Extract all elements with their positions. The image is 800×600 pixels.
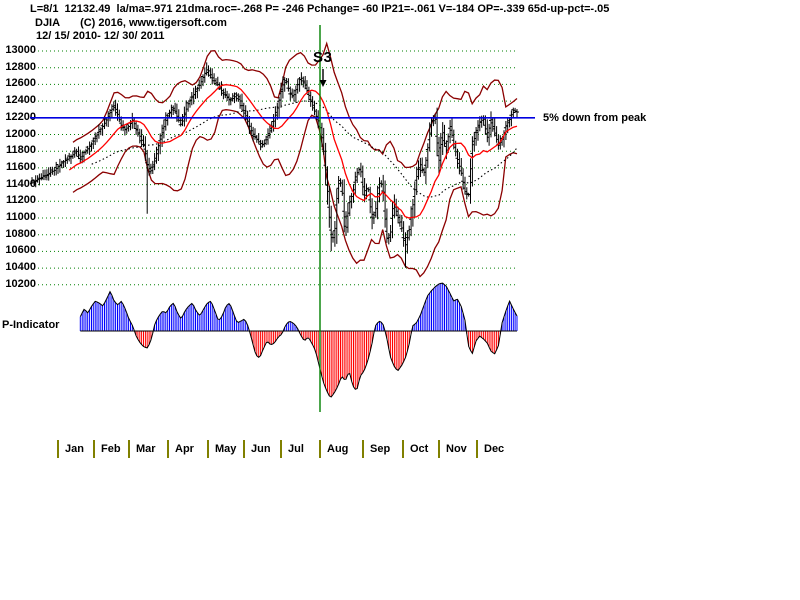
month-label-oct: Oct <box>410 443 429 455</box>
month-label-dec: Dec <box>484 443 505 455</box>
month-label-feb: Feb <box>101 443 121 455</box>
p-indicator-label: P-Indicator <box>2 319 60 331</box>
month-separator <box>402 440 404 458</box>
ma65-dotted-line <box>91 100 518 198</box>
y-axis-tick: 11000 <box>6 211 36 223</box>
month-separator <box>438 440 440 458</box>
month-label-jun: Jun <box>251 443 271 455</box>
copyright-label: (C) 2016, www.tigersoft.com <box>80 17 227 29</box>
y-axis-tick: 11600 <box>6 160 36 173</box>
month-label-mar: Mar <box>136 443 156 455</box>
month-separator <box>57 440 59 458</box>
y-axis-tick: 11400 <box>6 177 36 190</box>
p-indicator-negative-bars <box>135 331 501 397</box>
month-separator <box>319 440 321 458</box>
header-stats-line: L=8/1 12132.49 la/ma=.971 21dma.roc=-.26… <box>30 3 610 15</box>
month-separator <box>280 440 282 458</box>
month-separator <box>93 440 95 458</box>
month-separator <box>243 440 245 458</box>
month-separator <box>476 440 478 458</box>
p-indicator-positive-bars <box>79 283 518 331</box>
month-label-aug: Aug <box>327 443 349 455</box>
grid-lines <box>38 50 516 286</box>
signal-s3-label: S3 <box>313 49 333 66</box>
y-axis-tick: 12400 <box>5 94 36 107</box>
y-axis-tick: 12000 <box>5 127 36 140</box>
month-separator <box>167 440 169 458</box>
y-axis-tick: 12600 <box>5 77 36 90</box>
y-axis-tick: 10200 <box>5 277 36 290</box>
upper-band-line <box>72 41 518 169</box>
month-separator <box>362 440 364 458</box>
y-axis-tick: 10800 <box>5 227 36 240</box>
y-axis-tick: 11800 <box>6 144 36 157</box>
reference-note: 5% down from peak <box>543 112 647 124</box>
signal-arrow-icon <box>319 69 327 87</box>
month-label-apr: Apr <box>175 443 194 455</box>
date-range-label: 12/ 15/ 2010- 12/ 30/ 2011 <box>36 30 165 42</box>
month-separator <box>128 440 130 458</box>
y-axis-tick: 12200 <box>5 110 36 123</box>
y-axis-tick: 10600 <box>5 244 36 257</box>
month-label-jul: Jul <box>288 443 304 455</box>
symbol-label: DJIA <box>35 17 61 29</box>
y-axis-tick: 10400 <box>5 261 36 274</box>
price-bars <box>30 62 519 268</box>
month-label-nov: Nov <box>446 443 467 455</box>
month-separator <box>207 440 209 458</box>
y-axis-tick: 13000 <box>5 44 36 56</box>
y-axis-tick: 12800 <box>5 60 36 73</box>
month-label-sep: Sep <box>370 443 391 455</box>
month-label-may: May <box>215 443 237 455</box>
ma21-line <box>68 84 518 219</box>
header-symbol-line: DJIA (C) 2016, www.tigersoft.com <box>35 17 227 29</box>
y-axis-tick: 11200 <box>6 194 36 207</box>
month-label-jan: Jan <box>65 443 84 455</box>
